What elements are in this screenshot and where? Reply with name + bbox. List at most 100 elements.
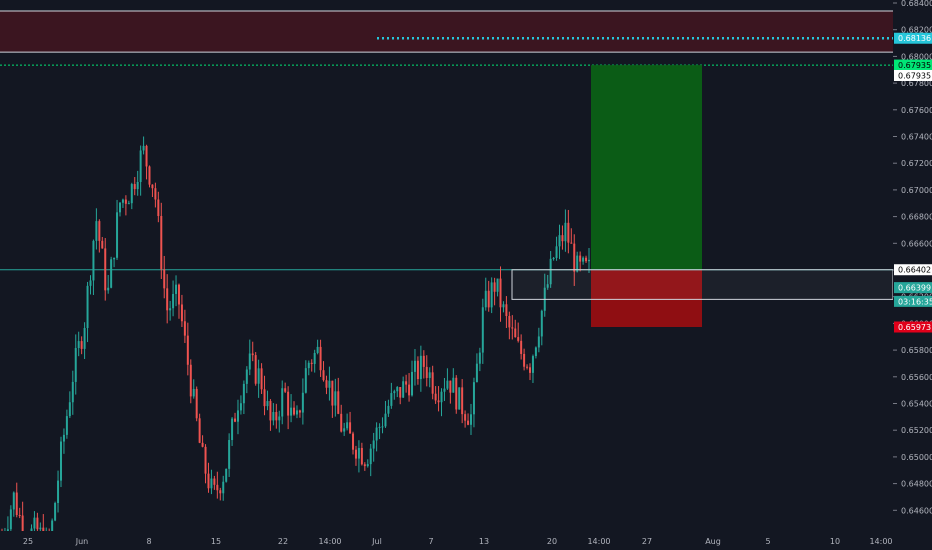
candle-body xyxy=(422,355,425,367)
candle-body xyxy=(567,222,570,243)
candle-body xyxy=(278,416,281,421)
candle-body xyxy=(77,341,80,349)
y-axis-tick-label: 0.67600 xyxy=(901,106,932,115)
candle-body xyxy=(166,288,169,311)
candle-body xyxy=(272,412,275,421)
candle-body xyxy=(443,388,446,392)
candle-body xyxy=(458,387,461,410)
candle-body xyxy=(558,235,561,247)
candle-body xyxy=(360,447,363,465)
candle-body xyxy=(375,427,378,441)
candle-body xyxy=(493,282,496,292)
y-axis-tick-label: 0.65800 xyxy=(901,346,932,355)
loss-zone xyxy=(591,269,702,328)
candle-body xyxy=(228,440,231,469)
y-axis-tick-label: 0.65000 xyxy=(901,453,932,462)
candle-body xyxy=(301,392,304,413)
candle-body xyxy=(113,257,116,260)
candle-body xyxy=(328,380,331,388)
candle-body xyxy=(455,377,458,410)
candle-body xyxy=(437,400,440,403)
chart-overlays xyxy=(511,269,894,300)
y-axis-tick-label: 0.65400 xyxy=(901,400,932,409)
candle-body xyxy=(234,418,237,422)
price-tag-background xyxy=(894,321,932,333)
candle-body xyxy=(411,371,414,396)
candle-body xyxy=(523,353,526,367)
candle-body xyxy=(293,407,296,415)
candle-body xyxy=(585,257,588,262)
candle-body xyxy=(245,369,248,384)
candle-body xyxy=(186,335,189,365)
candle-body xyxy=(313,352,316,364)
y-axis-tick-label: 0.68000 xyxy=(901,52,932,61)
price-tag: 0.67935 xyxy=(894,69,932,81)
candle-body xyxy=(499,278,502,308)
candle-body xyxy=(242,383,245,404)
candle-body xyxy=(275,412,278,421)
candle-body xyxy=(295,410,298,415)
candle-body xyxy=(340,413,343,432)
candle-body xyxy=(481,307,484,353)
candle-body xyxy=(222,481,225,494)
candle-body xyxy=(239,403,242,411)
candle-body xyxy=(352,433,355,450)
candle-body xyxy=(304,368,307,393)
candle-body xyxy=(298,410,301,413)
candle-body xyxy=(254,355,257,384)
candle-body xyxy=(393,391,396,394)
price-tag-background xyxy=(894,282,932,294)
x-axis-tick-label: 22 xyxy=(278,537,288,546)
candle-body xyxy=(98,221,101,241)
candle-body xyxy=(419,355,422,380)
candle-body xyxy=(266,401,269,407)
price-tag-background xyxy=(894,59,932,71)
price-tag-label: 0.68136 xyxy=(898,34,931,43)
candle-body xyxy=(177,284,180,305)
candle-body xyxy=(236,410,239,422)
candle-body xyxy=(573,243,576,272)
candle-body xyxy=(284,388,287,392)
candle-body xyxy=(207,473,210,489)
candle-body xyxy=(9,509,12,530)
candle-body xyxy=(363,464,366,467)
price-tag: 0.67935 xyxy=(894,59,932,71)
y-axis-tick-label: 0.68200 xyxy=(901,26,932,35)
candle-body xyxy=(154,188,157,200)
chart-zones xyxy=(0,10,893,328)
candle-body xyxy=(402,381,405,398)
candle-body xyxy=(464,414,467,421)
candle-body xyxy=(83,328,86,349)
candle-body xyxy=(316,346,319,353)
y-axis-tick-label: 0.66600 xyxy=(901,239,932,248)
candle-body xyxy=(540,310,543,337)
candle-body xyxy=(136,181,139,190)
candle-body xyxy=(413,360,416,372)
candle-body xyxy=(281,388,284,417)
candle-body xyxy=(416,360,419,380)
candle-body xyxy=(198,418,201,443)
price-tag-background xyxy=(894,32,932,44)
y-axis-tick-label: 0.67200 xyxy=(901,159,932,168)
candle-body xyxy=(104,248,107,291)
candle-body xyxy=(511,327,514,329)
candle-body xyxy=(110,259,113,288)
candlestick-series xyxy=(1,136,590,550)
candle-body xyxy=(86,285,89,329)
candle-body xyxy=(502,304,505,308)
candle-body xyxy=(331,380,334,406)
candle-body xyxy=(425,366,428,378)
candle-body xyxy=(449,380,452,393)
candle-body xyxy=(354,449,357,459)
candle-body xyxy=(467,420,470,425)
candle-body xyxy=(325,380,328,388)
candle-body xyxy=(124,199,127,204)
candle-body xyxy=(561,235,564,242)
candle-body xyxy=(549,258,552,285)
x-axis-tick-label: 13 xyxy=(479,537,489,546)
candle-body xyxy=(62,434,65,442)
candle-body xyxy=(33,517,36,529)
candle-body xyxy=(366,464,369,467)
x-axis-tick-label: 10 xyxy=(830,537,840,546)
